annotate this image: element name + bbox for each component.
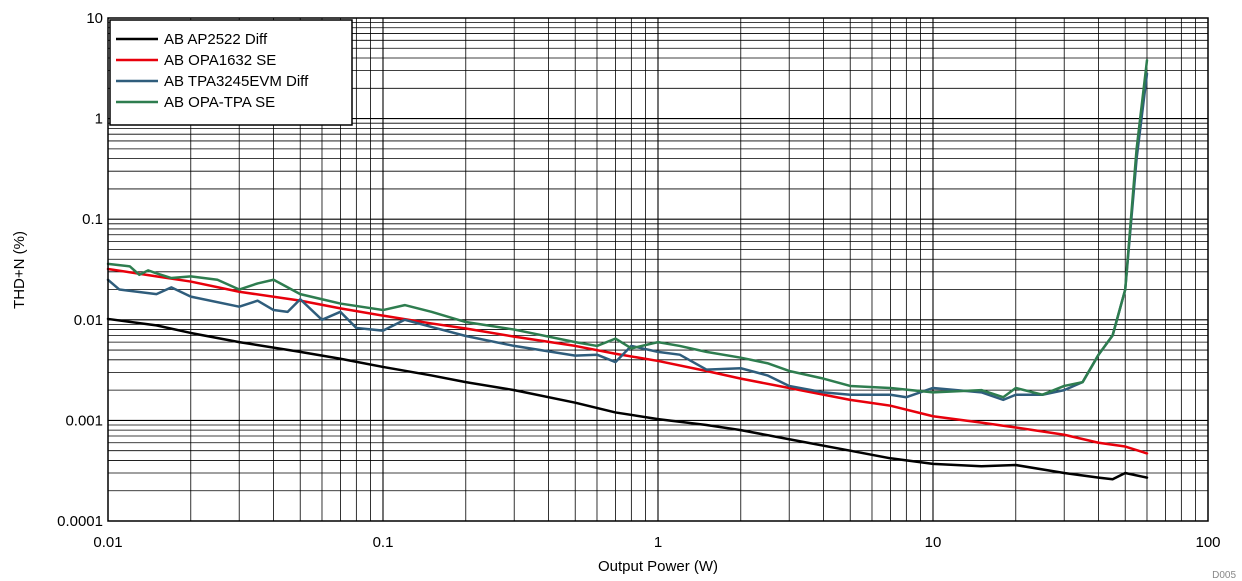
y-tick-labels: 0.0001 0.001 0.01 0.1 1 10: [57, 10, 103, 530]
y-tick-label: 1: [95, 111, 103, 128]
x-tick-label: 100: [1195, 534, 1220, 551]
series-line-4: [106, 59, 1149, 399]
x-tick-label: 0.01: [93, 534, 122, 551]
legend-label-3: AB TPA3245EVM Diff: [164, 73, 309, 90]
y-tick-label: 0.01: [74, 312, 103, 329]
legend-box: [109, 19, 353, 126]
legend: AB AP2522 Diff AB OPA1632 SE AB TPA3245EVM…: [109, 19, 353, 126]
y-axis-title: THD+N (%): [11, 231, 28, 309]
series-line-1: [106, 317, 1149, 481]
x-tick-label: 10: [925, 534, 942, 551]
y-tick-label: 10: [86, 10, 103, 27]
y-tick-label: 0.001: [65, 412, 103, 429]
legend-label-4: AB OPA-TPA SE: [164, 94, 275, 111]
legend-label-1: AB AP2522 Diff: [164, 31, 268, 48]
y-tick-label: 0.1: [82, 211, 103, 228]
plot-frame: [107, 17, 1209, 522]
figure-id: D005: [1212, 570, 1236, 581]
x-tick-labels: 0.01 0.1 1 10 100: [93, 534, 1220, 551]
series-layer: [106, 59, 1149, 481]
x-tick-label: 1: [654, 534, 662, 551]
y-tick-label: 0.0001: [57, 513, 103, 530]
x-tick-label: 0.1: [373, 534, 394, 551]
legend-label-2: AB OPA1632 SE: [164, 52, 276, 69]
grid: [108, 18, 1208, 521]
x-axis-title: Output Power (W): [598, 558, 718, 575]
